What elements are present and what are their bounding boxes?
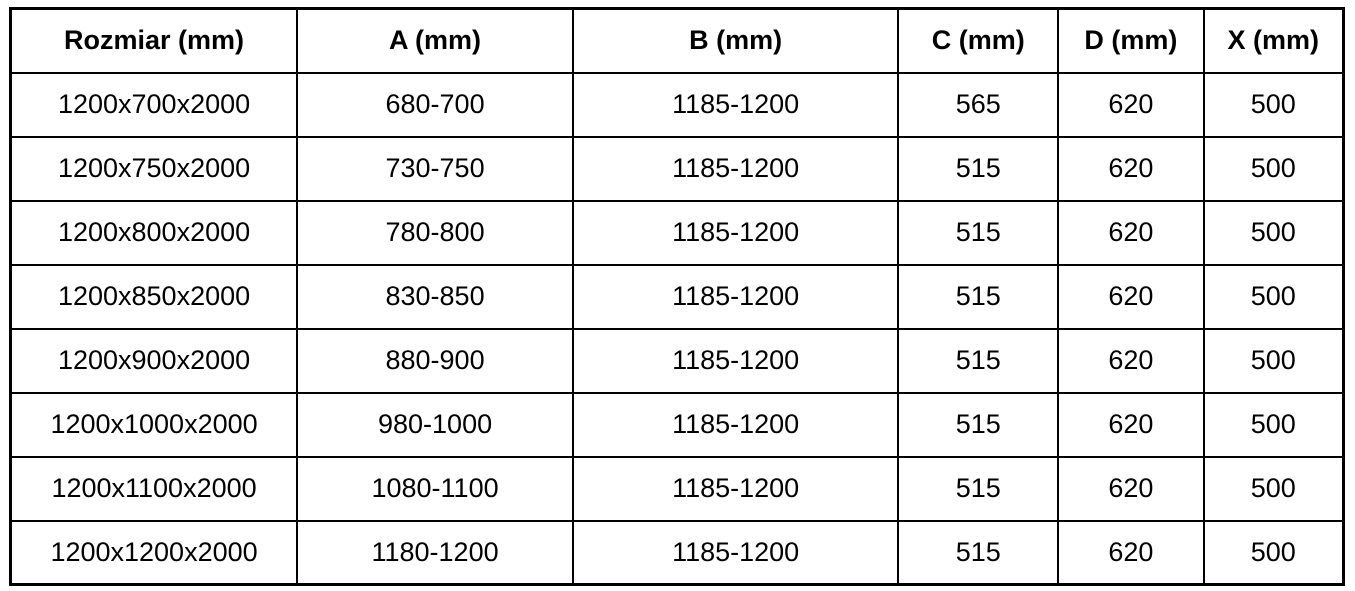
table-cell: 515: [897, 263, 1060, 330]
table-cell: 1200x1200x2000: [9, 519, 299, 586]
table-head: Rozmiar (mm) A (mm) B (mm) C (mm) D (mm) X (m…: [9, 7, 1345, 74]
table-row: 1200x1200x2000 1180-1200 1185-1200 515 620 50…: [9, 519, 1345, 586]
table-cell: 880-900: [296, 327, 575, 394]
table-cell: 1185-1200: [572, 327, 900, 394]
table-cell: 1185-1200: [572, 519, 900, 586]
table-cell: 515: [897, 455, 1060, 522]
table-cell: 1080-1100: [296, 455, 575, 522]
table-cell: 500: [1202, 455, 1345, 522]
table-cell: 515: [897, 327, 1060, 394]
table-cell: 620: [1057, 263, 1205, 330]
table-cell: 1200x900x2000: [9, 327, 299, 394]
table-cell: 1200x750x2000: [9, 135, 299, 202]
table-cell: 1200x850x2000: [9, 263, 299, 330]
table-cell: 1200x800x2000: [9, 199, 299, 266]
table-cell: 500: [1202, 199, 1345, 266]
table-cell: 565: [897, 71, 1060, 138]
table-cell: 515: [897, 391, 1060, 458]
spec-table: Rozmiar (mm) A (mm) B (mm) C (mm) D (mm) X (m…: [9, 7, 1345, 586]
table-cell: 620: [1057, 519, 1205, 586]
table-cell: 620: [1057, 327, 1205, 394]
table-cell: 1185-1200: [572, 263, 900, 330]
table-cell: 515: [897, 519, 1060, 586]
table-cell: 1200x1100x2000: [9, 455, 299, 522]
column-header: B (mm): [572, 7, 900, 74]
table-cell: 500: [1202, 135, 1345, 202]
table-cell: 680-700: [296, 71, 575, 138]
table-cell: 980-1000: [296, 391, 575, 458]
table-cell: 730-750: [296, 135, 575, 202]
table-body: 1200x700x2000 680-700 1185-1200 565 620 500 12…: [9, 71, 1345, 586]
table-cell: 1200x1000x2000: [9, 391, 299, 458]
table-cell: 500: [1202, 391, 1345, 458]
table-row: 1200x850x2000 830-850 1185-1200 515 620 500: [9, 263, 1345, 330]
table-cell: 620: [1057, 199, 1205, 266]
table-cell: 1180-1200: [296, 519, 575, 586]
table-cell: 1185-1200: [572, 135, 900, 202]
table-cell: 830-850: [296, 263, 575, 330]
table-row: 1200x750x2000 730-750 1185-1200 515 620 500: [9, 135, 1345, 202]
table-cell: 515: [897, 135, 1060, 202]
table-cell: 500: [1202, 519, 1345, 586]
table-row: 1200x900x2000 880-900 1185-1200 515 620 500: [9, 327, 1345, 394]
table-cell: 1200x700x2000: [9, 71, 299, 138]
table-row: 1200x800x2000 780-800 1185-1200 515 620 500: [9, 199, 1345, 266]
table-cell: 620: [1057, 71, 1205, 138]
table-cell: 1185-1200: [572, 199, 900, 266]
table-cell: 1185-1200: [572, 455, 900, 522]
column-header: X (mm): [1202, 7, 1345, 74]
header-row: Rozmiar (mm) A (mm) B (mm) C (mm) D (mm) X (m…: [9, 7, 1345, 74]
table-cell: 1185-1200: [572, 391, 900, 458]
column-header: A (mm): [296, 7, 575, 74]
column-header: D (mm): [1057, 7, 1205, 74]
table-row: 1200x700x2000 680-700 1185-1200 565 620 500: [9, 71, 1345, 138]
table-cell: 620: [1057, 135, 1205, 202]
table-cell: 620: [1057, 455, 1205, 522]
table-cell: 500: [1202, 263, 1345, 330]
table-row: 1200x1000x2000 980-1000 1185-1200 515 620 500: [9, 391, 1345, 458]
table-cell: 515: [897, 199, 1060, 266]
column-header: Rozmiar (mm): [9, 7, 299, 74]
table-cell: 500: [1202, 327, 1345, 394]
table-cell: 1185-1200: [572, 71, 900, 138]
table-cell: 620: [1057, 391, 1205, 458]
table-cell: 780-800: [296, 199, 575, 266]
column-header: C (mm): [897, 7, 1060, 74]
table-row: 1200x1100x2000 1080-1100 1185-1200 515 620 50…: [9, 455, 1345, 522]
table-cell: 500: [1202, 71, 1345, 138]
